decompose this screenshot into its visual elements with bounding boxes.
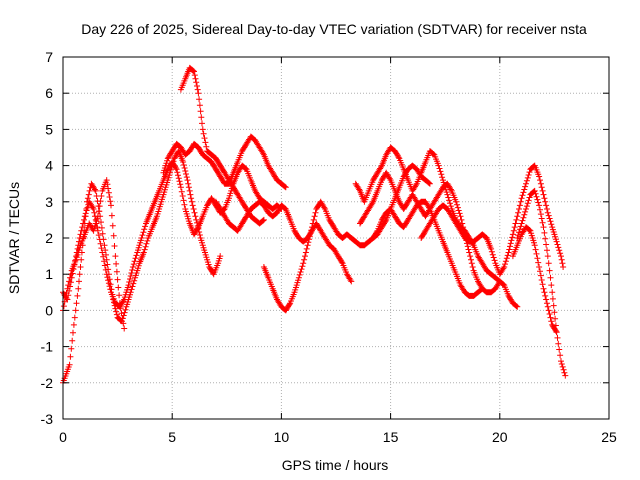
series-markers [160,133,289,191]
series-markers [357,169,521,310]
data-series [352,144,503,285]
data-marks [60,64,569,386]
data-series [509,224,560,336]
series-markers [352,144,503,285]
y-tick-label: 0 [45,302,53,318]
series-markers [212,198,355,285]
y-tick-label: 7 [45,49,53,65]
data-series [418,162,567,278]
data-series [177,64,267,227]
series-markers [370,198,486,299]
axis-ticks: 0 5 10 15 20 25 -3 -2 -1 0 1 2 3 4 5 6 7 [41,49,617,445]
y-tick-label: 2 [45,230,53,246]
y-tick-label: 1 [45,266,53,282]
series-markers [177,64,267,227]
x-tick-label: 5 [168,429,176,445]
y-tick-label: -1 [41,339,54,355]
series-markers [509,224,560,336]
y-tick-label: -2 [41,375,54,391]
data-series [514,187,569,379]
series-markers [260,162,433,314]
x-tick-label: 0 [59,429,67,445]
data-series [212,198,355,285]
y-tick-label: 3 [45,194,53,210]
x-tick-label: 25 [601,429,617,445]
series-markers [60,148,224,386]
data-series [357,169,521,310]
y-tick-label: -3 [41,411,54,427]
y-tick-label: 6 [45,85,53,101]
y-axis-label: SDTVAR / TECUs [6,182,22,294]
series-markers [514,187,569,379]
x-axis-label: GPS time / hours [282,457,389,473]
grid-lines [63,57,609,419]
series-markers [418,162,567,278]
data-series [60,148,224,386]
data-series [160,133,289,191]
data-series [370,198,486,299]
x-tick-label: 20 [492,429,508,445]
y-tick-label: 4 [45,158,53,174]
y-tick-label: 5 [45,121,53,137]
x-tick-label: 15 [383,429,399,445]
data-series [260,162,433,314]
chart-title: Day 226 of 2025, Sidereal Day-to-day VTE… [81,21,587,37]
x-tick-label: 10 [274,429,290,445]
